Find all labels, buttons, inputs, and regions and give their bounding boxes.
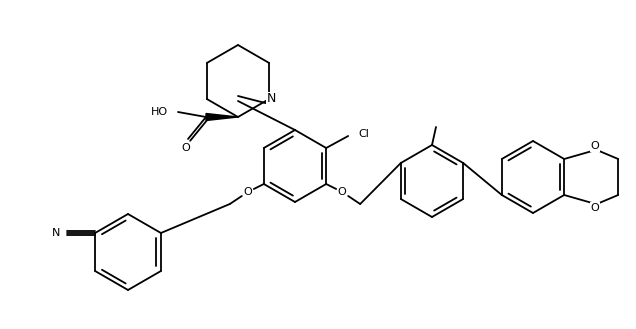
Text: N: N: [266, 92, 276, 106]
Text: O: O: [244, 187, 252, 197]
Text: O: O: [591, 203, 600, 213]
Text: Cl: Cl: [358, 129, 369, 139]
Text: HO: HO: [151, 107, 168, 117]
Polygon shape: [206, 114, 238, 120]
Text: O: O: [338, 187, 347, 197]
Text: N: N: [52, 228, 60, 238]
Text: O: O: [591, 141, 600, 151]
Text: O: O: [182, 143, 190, 153]
